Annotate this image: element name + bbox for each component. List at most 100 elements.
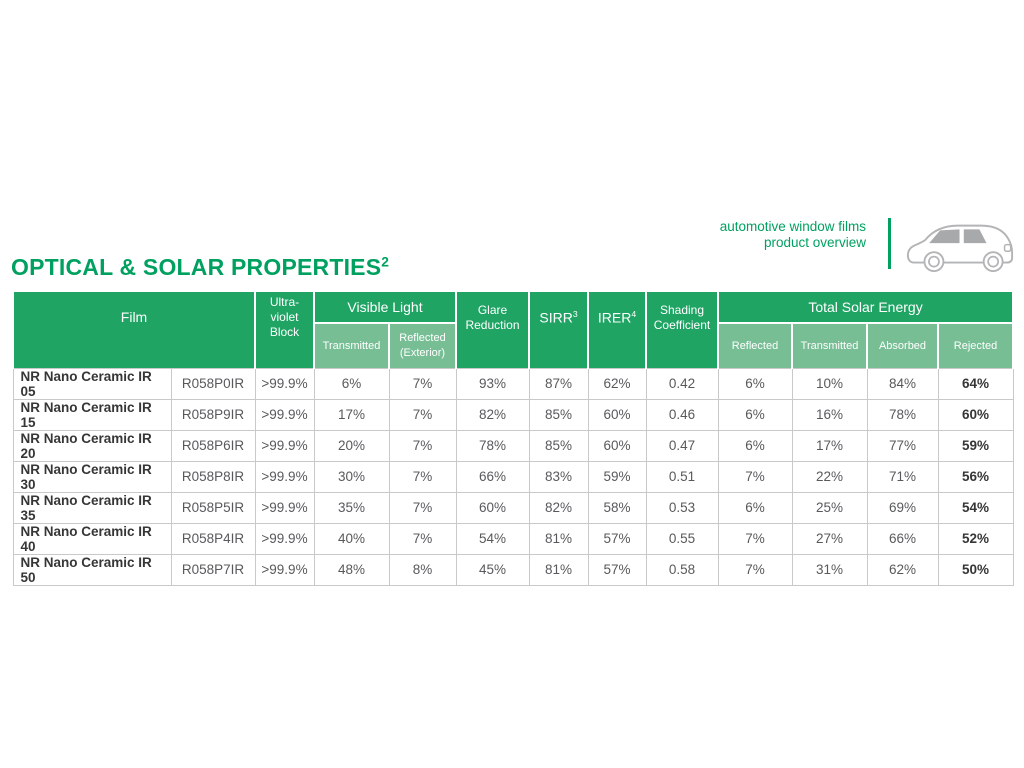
header-vl-reflected: Reflected (Exterior) — [388, 322, 457, 368]
vl-reflected-cell: 7% — [388, 429, 457, 462]
table-row: NR Nano Ceramic IR 40 R058P4IR >99.9% 40… — [12, 522, 1014, 555]
glare-reduction-cell: 66% — [455, 460, 530, 493]
irer-cell: 60% — [587, 429, 647, 462]
film-code-cell: R058P7IR — [170, 553, 256, 586]
table-row: NR Nano Ceramic IR 20 R058P6IR >99.9% 20… — [12, 429, 1014, 462]
header-total-solar-energy: Total Solar Energy — [716, 290, 1015, 323]
tse-rejected-cell: 64% — [937, 367, 1014, 400]
table-row: NR Nano Ceramic IR 15 R058P9IR >99.9% 17… — [12, 398, 1014, 431]
irer-cell: 58% — [587, 491, 647, 524]
uv-block-cell: >99.9% — [254, 429, 315, 462]
uv-block-cell: >99.9% — [254, 553, 315, 586]
header-sirr-label: SIRR — [539, 309, 573, 326]
tse-rejected-cell: 56% — [937, 460, 1014, 493]
glare-reduction-cell: 82% — [455, 398, 530, 431]
sirr-cell: 82% — [528, 491, 589, 524]
table-row: NR Nano Ceramic IR 05 R058P0IR >99.9% 6%… — [12, 367, 1014, 400]
tse-reflected-cell: 7% — [717, 553, 793, 586]
film-name-cell: NR Nano Ceramic IR 20 — [12, 429, 172, 462]
film-name-cell: NR Nano Ceramic IR 05 — [12, 367, 172, 400]
tse-rejected-cell: 54% — [937, 491, 1014, 524]
tse-reflected-cell: 6% — [717, 491, 793, 524]
film-name-cell: NR Nano Ceramic IR 30 — [12, 460, 172, 493]
film-code-cell: R058P5IR — [170, 491, 256, 524]
vl-transmitted-cell: 20% — [313, 429, 390, 462]
header-sirr: SIRR3 — [528, 290, 589, 368]
film-name-cell: NR Nano Ceramic IR 40 — [12, 522, 172, 555]
film-code-cell: R058P8IR — [170, 460, 256, 493]
tse-absorbed-cell: 62% — [866, 553, 939, 586]
sirr-cell: 85% — [528, 429, 589, 462]
header-sirr-footnote: 3 — [572, 308, 578, 319]
film-name-cell: NR Nano Ceramic IR 15 — [12, 398, 172, 431]
vl-transmitted-cell: 48% — [313, 553, 390, 586]
glare-reduction-cell: 60% — [455, 491, 530, 524]
tse-absorbed-cell: 71% — [866, 460, 939, 493]
uv-block-cell: >99.9% — [254, 460, 315, 493]
brand-tagline-line1: automotive window films — [719, 219, 866, 234]
tse-rejected-cell: 60% — [937, 398, 1014, 431]
tse-transmitted-cell: 31% — [791, 553, 868, 586]
tse-rejected-cell: 50% — [937, 553, 1014, 586]
irer-cell: 62% — [587, 367, 647, 400]
irer-cell: 57% — [587, 553, 647, 586]
header-film: Film — [12, 290, 256, 368]
tse-reflected-cell: 6% — [717, 429, 793, 462]
header-glare-reduction: Glare Reduction — [455, 290, 530, 368]
brand-tagline: automotive window films product overview — [720, 219, 866, 251]
glare-reduction-cell: 45% — [455, 553, 530, 586]
header-tse-reflected: Reflected — [717, 322, 793, 368]
irer-cell: 57% — [587, 522, 647, 555]
tse-absorbed-cell: 77% — [866, 429, 939, 462]
glare-reduction-cell: 54% — [455, 522, 530, 555]
vl-transmitted-cell: 40% — [313, 522, 390, 555]
shading-coefficient-cell: 0.55 — [645, 522, 719, 555]
irer-cell: 59% — [587, 460, 647, 493]
tse-absorbed-cell: 84% — [866, 367, 939, 400]
tse-rejected-cell: 59% — [937, 429, 1014, 462]
vl-reflected-cell: 7% — [388, 367, 457, 400]
shading-coefficient-cell: 0.58 — [645, 553, 719, 586]
uv-block-cell: >99.9% — [254, 491, 315, 524]
shading-coefficient-cell: 0.46 — [645, 398, 719, 431]
shading-coefficient-cell: 0.42 — [645, 367, 719, 400]
header-irer-label: IRER — [597, 309, 632, 326]
brand-divider — [888, 218, 891, 269]
table-row: NR Nano Ceramic IR 30 R058P8IR >99.9% 30… — [12, 460, 1014, 493]
uv-block-cell: >99.9% — [254, 367, 315, 400]
header-visible-light: Visible Light — [313, 290, 457, 323]
sirr-cell: 81% — [528, 553, 589, 586]
header-irer-footnote: 4 — [631, 308, 637, 319]
car-side-icon — [905, 219, 1015, 278]
tse-transmitted-cell: 17% — [791, 429, 868, 462]
film-name-cell: NR Nano Ceramic IR 50 — [12, 553, 172, 586]
uv-block-cell: >99.9% — [254, 522, 315, 555]
shading-coefficient-cell: 0.53 — [645, 491, 719, 524]
tse-reflected-cell: 6% — [717, 367, 793, 400]
header-row-subcolumns: Transmitted Reflected (Exterior) Reflect… — [13, 322, 1015, 368]
film-name-cell: NR Nano Ceramic IR 35 — [12, 491, 172, 524]
vl-reflected-cell: 7% — [388, 491, 457, 524]
vl-transmitted-cell: 17% — [313, 398, 390, 431]
vl-reflected-cell: 8% — [388, 553, 457, 586]
sirr-cell: 81% — [528, 522, 589, 555]
tse-reflected-cell: 7% — [717, 522, 793, 555]
tse-transmitted-cell: 25% — [791, 491, 868, 524]
sirr-cell: 85% — [528, 398, 589, 431]
glare-reduction-cell: 93% — [455, 367, 530, 400]
tse-transmitted-cell: 27% — [791, 522, 868, 555]
page-title-text: OPTICAL & SOLAR PROPERTIES — [11, 254, 382, 280]
tse-rejected-cell: 52% — [937, 522, 1014, 555]
sirr-cell: 87% — [528, 367, 589, 400]
vl-reflected-cell: 7% — [388, 398, 457, 431]
header-row-groups: Film Ultra- violet Block Visible Light G… — [12, 290, 1015, 368]
header-uv-block: Ultra- violet Block — [254, 290, 315, 368]
film-code-cell: R058P0IR — [170, 367, 256, 400]
brand-tagline-line2: product overview — [763, 235, 866, 251]
tse-reflected-cell: 7% — [717, 460, 793, 493]
vl-reflected-cell: 7% — [388, 460, 457, 493]
sirr-cell: 83% — [528, 460, 589, 493]
tse-transmitted-cell: 16% — [791, 398, 868, 431]
header-tse-transmitted: Transmitted — [791, 322, 868, 368]
